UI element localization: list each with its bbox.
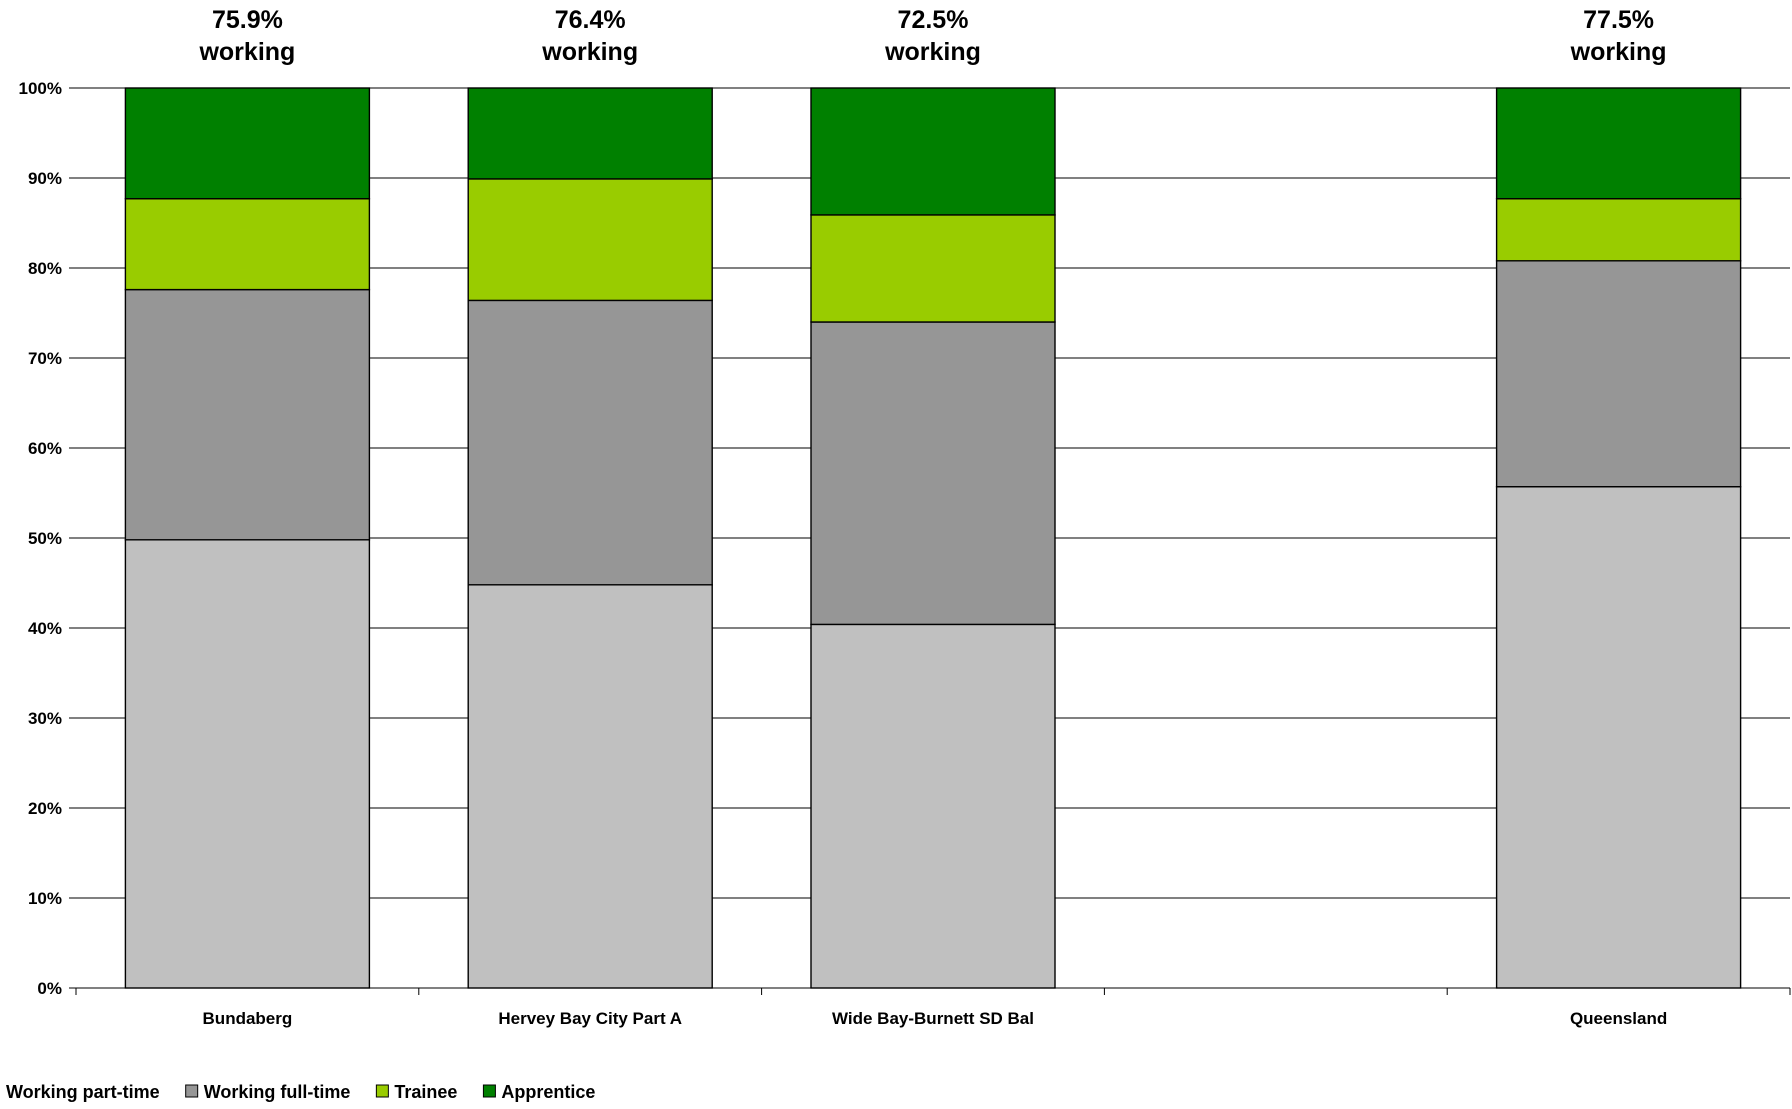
bar-annotation: working (884, 38, 981, 66)
bar-segment-working-full-time (467, 299, 713, 586)
y-tick-label: 30% (28, 709, 62, 728)
bar-annotation: 76.4% (555, 6, 626, 34)
y-tick-label: 100% (19, 79, 62, 98)
bar-segment-working-part-time (467, 584, 713, 989)
axes (69, 87, 1791, 995)
y-tick-label: 10% (28, 889, 62, 908)
bar-segment-apprentice (1495, 87, 1742, 200)
legend-swatch (375, 1084, 389, 1098)
x-tick-label: Wide Bay-Burnett SD Bal (832, 1009, 1034, 1028)
legend-label: Working part-time (6, 1082, 160, 1102)
bar-annotation: working (198, 38, 295, 66)
y-tick-label: 90% (28, 169, 62, 188)
bar-segment-trainee (124, 197, 371, 291)
bar-segment-working-full-time (810, 321, 1056, 626)
bar-segment-working-full-time (1495, 260, 1742, 488)
legend-label: Apprentice (501, 1082, 595, 1102)
x-tick-label: Bundaberg (203, 1009, 293, 1028)
bar-segment-working-full-time (124, 288, 371, 541)
bar-segment-working-part-time (124, 539, 371, 989)
bar-annotation: 77.5% (1583, 6, 1654, 34)
bar-segment-apprentice (124, 87, 371, 200)
y-tick-label: 80% (28, 259, 62, 278)
bar-segment-working-part-time (810, 623, 1056, 989)
y-tick-label: 60% (28, 439, 62, 458)
y-tick-label: 20% (28, 799, 62, 818)
legend-swatch (482, 1084, 496, 1098)
y-tick-label: 0% (37, 979, 62, 998)
bar-annotation: 75.9% (212, 6, 283, 34)
y-tick-label: 40% (28, 619, 62, 638)
bar-annotations: 75.9% working 76.4% working 72.5% working 77.5… (198, 6, 1666, 66)
bar-segment-apprentice (467, 87, 713, 180)
x-tick-label: Hervey Bay City Part A (498, 1009, 682, 1028)
bar-segment-trainee (467, 178, 713, 302)
y-tick-label: 50% (28, 529, 62, 548)
y-tick-label: 70% (28, 349, 62, 368)
legend-label: Trainee (394, 1082, 457, 1102)
legend-swatch (185, 1084, 199, 1098)
legend: Working part-time Working full-time Traine… (6, 1082, 595, 1102)
bar-segment-trainee (810, 214, 1056, 323)
x-tick-labels: Bundaberg Hervey Bay City Part A Wide Bay-… (203, 1009, 1668, 1028)
bar-segment-working-part-time (1495, 486, 1742, 989)
bar-segment-trainee (1495, 197, 1742, 262)
bar-annotation: working (1570, 38, 1667, 66)
bar-annotation: 72.5% (898, 6, 969, 34)
bar-annotation: working (541, 38, 638, 66)
bars (124, 87, 1742, 989)
bar-segment-apprentice (810, 87, 1056, 216)
x-tick-label: Queensland (1570, 1009, 1667, 1028)
legend-label: Working full-time (204, 1082, 351, 1102)
y-tick-labels: 0% 10% 20% 30% 40% 50% 60% 70% 80% 90% 100% (19, 79, 62, 998)
